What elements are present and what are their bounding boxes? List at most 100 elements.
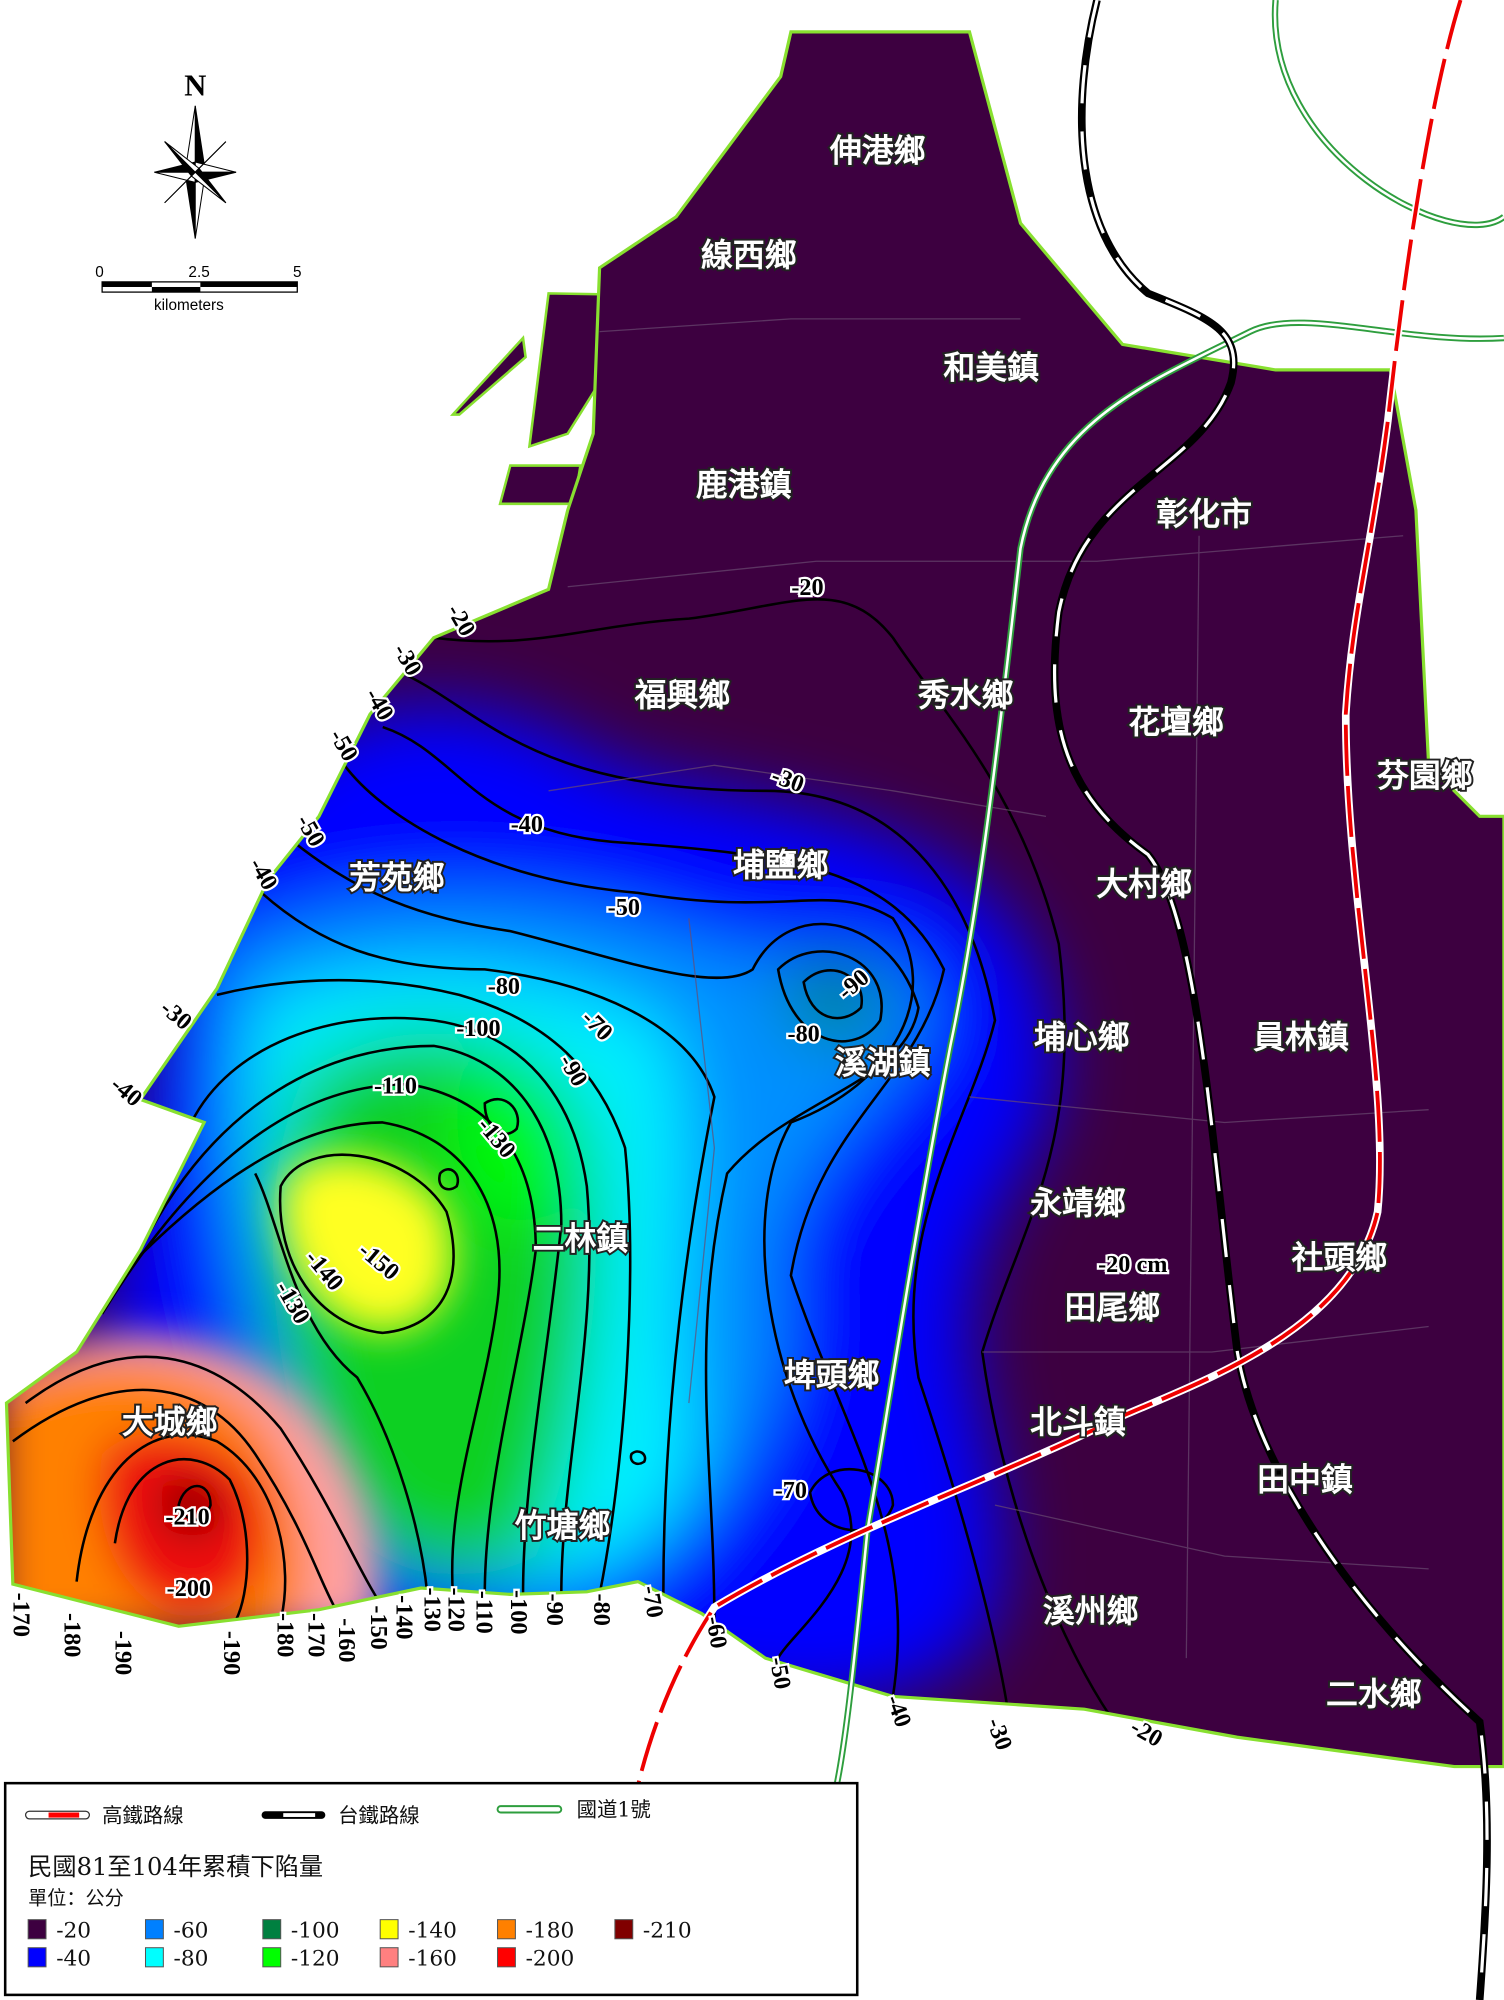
contour-label: -80 bbox=[788, 1020, 820, 1047]
contour-label: -80 bbox=[488, 973, 520, 1000]
contour-label: -90 bbox=[541, 1594, 568, 1626]
legend-class-label: -200 bbox=[526, 1947, 575, 1972]
legend-swatch bbox=[144, 1947, 164, 1968]
legend-hsr: 高鐵路線 bbox=[24, 1804, 184, 1828]
township-label: 鹿港鎮 bbox=[696, 466, 792, 504]
north-arrow: N bbox=[154, 69, 237, 239]
contour-lines bbox=[12, 598, 1111, 1717]
legend-class-label: -140 bbox=[408, 1919, 457, 1944]
township-label: 溪湖鎮 bbox=[835, 1044, 931, 1082]
compass-rose-icon bbox=[154, 105, 237, 239]
legend-swatch bbox=[614, 1919, 634, 1940]
legend-swatch bbox=[144, 1919, 164, 1940]
contour-label: -80 bbox=[588, 1594, 615, 1626]
contour-label: -20 cm bbox=[1098, 1251, 1167, 1278]
contour-label: -50 bbox=[764, 1655, 796, 1691]
township-label: 田尾鄉 bbox=[1065, 1288, 1161, 1326]
scale-tick-0: 0 bbox=[95, 264, 104, 281]
legend-class-label: -160 bbox=[408, 1947, 457, 1972]
contour-label: -70 bbox=[636, 1583, 668, 1619]
contour-label: -60 bbox=[700, 1614, 732, 1650]
high-speed-rail-line bbox=[634, 0, 1465, 1787]
township-label: 大城鄉 bbox=[122, 1403, 218, 1441]
legend-swatch bbox=[379, 1947, 399, 1968]
legend-title: 民國81至104年累積下陷量 bbox=[28, 1853, 323, 1881]
legend-swatch bbox=[27, 1947, 47, 1968]
legend: 高鐵路線 台鐵路線 國道1號 民國81至104年累積下陷量 單位：公分 -20-… bbox=[3, 1781, 859, 1997]
township-label: 二林鎮 bbox=[533, 1220, 629, 1258]
legend-unit: 單位：公分 bbox=[28, 1886, 124, 1909]
township-label: 埤頭鄉 bbox=[784, 1356, 880, 1394]
legend-class-label: -20 bbox=[56, 1919, 91, 1944]
contour-label: -160 bbox=[333, 1618, 360, 1662]
township-label: 社頭鄉 bbox=[1292, 1239, 1388, 1277]
township-label: 二水鄉 bbox=[1326, 1675, 1422, 1713]
scale-bar: 0 2.5 5 kilometers bbox=[95, 264, 301, 314]
township-borders bbox=[548, 318, 1429, 1659]
legend-swatch bbox=[497, 1947, 516, 1968]
contour-label: -110 bbox=[374, 1073, 417, 1100]
legend-class-label: -120 bbox=[291, 1947, 340, 1972]
legend-swatch bbox=[262, 1919, 282, 1940]
contour-label: -70 bbox=[775, 1477, 807, 1504]
scale-tick-2-5: 2.5 bbox=[188, 264, 209, 281]
contour-label: -100 bbox=[505, 1590, 532, 1634]
legend-class-label: -60 bbox=[174, 1919, 209, 1944]
township-label: 竹塘鄉 bbox=[515, 1507, 611, 1545]
legend-class-label: -80 bbox=[174, 1947, 209, 1972]
township-label: 花壇鄉 bbox=[1128, 703, 1224, 741]
contour-label: -200 bbox=[167, 1575, 211, 1602]
legend-swatch bbox=[497, 1919, 516, 1940]
township-label: 員林鎮 bbox=[1253, 1018, 1349, 1056]
north-label: N bbox=[184, 69, 206, 103]
contour-label: -50 bbox=[608, 894, 640, 921]
scale-tick-5: 5 bbox=[293, 264, 302, 281]
contour-label: -190 bbox=[110, 1631, 137, 1675]
township-label: 芬園鄉 bbox=[1377, 757, 1473, 795]
legend-swatch bbox=[379, 1919, 399, 1940]
township-label: 芳苑鄉 bbox=[349, 859, 445, 897]
contour-label: -130 bbox=[418, 1587, 445, 1631]
contour-label: -170 bbox=[302, 1613, 329, 1657]
contour-label: -40 bbox=[511, 811, 543, 838]
legend-railway-label: 台鐵路線 bbox=[338, 1804, 420, 1828]
contour-label: -190 bbox=[218, 1631, 245, 1675]
township-label: 永靖鄉 bbox=[1030, 1184, 1126, 1222]
township-label: 田中鎮 bbox=[1257, 1461, 1353, 1499]
legend-swatch bbox=[262, 1947, 282, 1968]
legend-class-label: -40 bbox=[56, 1947, 91, 1972]
contour-label: -120 bbox=[443, 1587, 470, 1631]
township-label: 北斗鎮 bbox=[1030, 1403, 1126, 1441]
contour-label: -100 bbox=[456, 1015, 500, 1042]
township-label: 溪州鄉 bbox=[1043, 1592, 1139, 1630]
legend-hsr-label: 高鐵路線 bbox=[102, 1804, 184, 1828]
contour-label: -110 bbox=[471, 1591, 498, 1634]
township-label: 福興鄉 bbox=[634, 676, 731, 714]
contour-label: -180 bbox=[272, 1613, 299, 1657]
township-label: 伸港鄉 bbox=[829, 132, 926, 170]
legend-class-label: -180 bbox=[526, 1919, 575, 1944]
contour-label: -210 bbox=[165, 1504, 209, 1531]
contour-label: -150 bbox=[365, 1605, 392, 1649]
township-label: 埔心鄉 bbox=[1034, 1018, 1130, 1056]
legend-class-label: -100 bbox=[291, 1919, 340, 1944]
legend-classes: -20 -40 -60 -80 -100 -120 -140 -160 -180 -200 -210 bbox=[27, 1919, 692, 1972]
scale-unit: kilometers bbox=[154, 297, 224, 314]
legend-swatch bbox=[27, 1919, 47, 1940]
contour-label: -180 bbox=[59, 1613, 86, 1657]
railway-line bbox=[1050, 0, 1491, 2000]
township-label: 彰化市 bbox=[1156, 495, 1252, 533]
contour-label: -20 bbox=[791, 574, 823, 601]
township-label: 埔鹽鄉 bbox=[733, 846, 829, 884]
legend-railway: 台鐵路線 bbox=[261, 1804, 420, 1828]
contour-label: -140 bbox=[390, 1595, 417, 1639]
township-label: 秀水鄉 bbox=[917, 676, 1014, 714]
township-label: 線西鄉 bbox=[701, 236, 797, 274]
legend-freeway-label: 國道1號 bbox=[577, 1797, 651, 1821]
township-label: 和美鎮 bbox=[943, 348, 1039, 386]
township-label: 大村鄉 bbox=[1096, 865, 1192, 903]
legend-freeway: 國道1號 bbox=[496, 1797, 651, 1821]
legend-class-label: -210 bbox=[643, 1919, 692, 1944]
